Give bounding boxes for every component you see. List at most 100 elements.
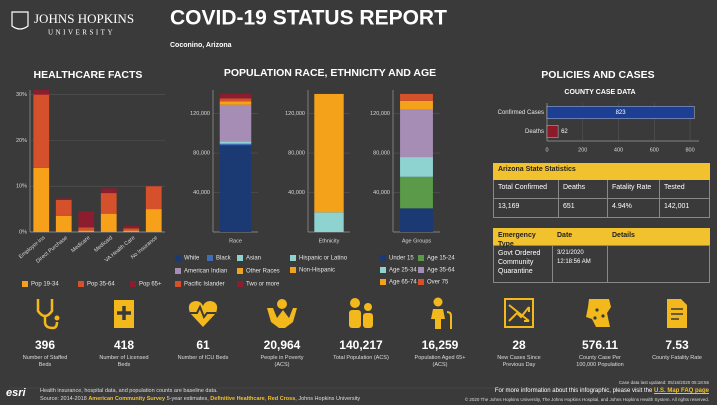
state-table: Arizona State Statistics Total Confirmed…	[493, 163, 710, 218]
stat-label: County Case Per 100,000 Population	[576, 355, 624, 368]
legend-label: Pop 35-64	[87, 282, 115, 288]
legend-swatch	[175, 268, 181, 274]
legend-label: Age 25-34	[389, 268, 417, 274]
bar-segment	[400, 176, 433, 209]
legend-swatch	[418, 279, 424, 285]
cell: Govt Ordered Community Quarantine	[493, 246, 553, 282]
stat-label: New Cases Since Previous Day	[497, 355, 541, 368]
legend-label: Asian	[246, 256, 261, 262]
y-tick-label: 120,000	[370, 111, 390, 117]
legend-swatch	[78, 281, 84, 287]
legend-label: Age 15-24	[427, 256, 455, 262]
y-tick-label: 40,000	[373, 190, 390, 196]
icon	[431, 297, 452, 329]
bar-segment	[219, 101, 252, 105]
faq-link[interactable]: U.S. Map FAQ page	[653, 388, 709, 394]
source-text: Source: 2014-2018	[40, 396, 89, 402]
source-text: , Johns Hopkins University	[295, 396, 361, 402]
footer-source: Source: 2014-2018 American Community Sur…	[40, 396, 360, 402]
icon	[349, 298, 373, 328]
legend-label: Pop 65+	[139, 282, 162, 288]
bar-segment	[400, 157, 433, 177]
source-link[interactable]: Red Cross	[267, 396, 296, 402]
x-tick-label: 200	[578, 147, 587, 153]
esri-logo: esri	[6, 387, 26, 399]
header-cell: Date	[553, 228, 608, 245]
logo-top: JOHNS HOPKINS	[34, 11, 134, 26]
logo-bottom: UNIVERSITY	[48, 29, 115, 37]
value-label: 823	[616, 110, 627, 116]
y-tick-label: 120,000	[190, 111, 210, 117]
emergency-table: Emergency Type Date Details Govt Ordered…	[493, 228, 710, 283]
y-tick-label: 120,000	[285, 111, 305, 117]
section-title: POPULATION RACE, ETHNICITY AND AGE	[224, 67, 436, 79]
x-tick-label: 800	[685, 147, 694, 153]
bar-segment	[55, 198, 72, 200]
info-text: For more information about this infograp…	[494, 388, 654, 394]
bar-segment	[33, 90, 50, 95]
icon	[36, 299, 60, 330]
stat-label: Population Aged 65+ (ACS)	[414, 355, 466, 368]
legend-swatch	[418, 267, 424, 273]
x-tick-label: 600	[650, 147, 659, 153]
legend-label: Under 15	[389, 256, 414, 262]
y-tick-label: 80,000	[373, 151, 390, 157]
stat: 576.11 County Case Per 100,000 Populatio…	[560, 296, 640, 369]
section-title: POLICIES AND CASES	[541, 69, 654, 81]
bar-segment	[219, 93, 252, 99]
y-tick-label: 80,000	[288, 151, 305, 157]
legend-swatch	[175, 281, 181, 287]
legend-label: Two or more	[246, 282, 280, 288]
legend-label: Hispanic or Latino	[299, 256, 348, 262]
stat-value: 418	[113, 338, 135, 352]
table-header: Total Confirmed Deaths Fatality Rate Tes…	[493, 180, 710, 199]
section-title: HEALTHCARE FACTS	[34, 69, 143, 81]
legend-swatch	[175, 255, 181, 261]
y-tick-label: 40,000	[288, 190, 305, 196]
bar-segment	[33, 167, 50, 232]
legend-swatch	[237, 255, 243, 261]
bar-segment	[100, 193, 117, 214]
bar-segment	[100, 213, 117, 232]
stat: 61 Number of ICU Beds	[163, 296, 243, 362]
source-link[interactable]: Definitive Healthcare	[210, 396, 265, 402]
bar-segment	[314, 212, 344, 232]
bar	[546, 125, 559, 138]
table-title: Arizona State Statistics	[493, 163, 710, 180]
legend-label: Over 75	[427, 280, 449, 286]
stat: 28 New Cases Since Previous Day	[479, 296, 559, 369]
stat: 140,217 Total Population (ACS)	[321, 296, 401, 362]
legend-swatch	[290, 267, 296, 273]
bar-segment	[78, 211, 95, 228]
stat: 7.53 County Fatality Rate	[637, 296, 717, 362]
bar-segment	[314, 93, 344, 213]
legend-label: American Indian	[184, 269, 227, 275]
icon	[504, 298, 534, 328]
legend-swatch	[418, 255, 424, 261]
legend-swatch	[207, 255, 213, 261]
stat-label: People in Poverty (ACS)	[260, 355, 304, 368]
stat-value: 61	[196, 338, 210, 352]
icon	[586, 299, 611, 327]
table-row: Govt Ordered Community Quarantine 3/21/2…	[493, 246, 710, 283]
bar-segment	[400, 93, 433, 101]
bar-segment	[123, 230, 140, 232]
y-tick-label: 10%	[16, 184, 27, 190]
bar-segment	[219, 104, 252, 142]
header-cell: Emergency Type	[493, 228, 553, 248]
bar-segment	[55, 215, 72, 232]
x-tick-label: 0	[545, 147, 548, 153]
source-link[interactable]: American Community Survey	[88, 396, 166, 402]
x-tick-label: 400	[614, 147, 623, 153]
icon	[667, 299, 687, 328]
x-tick-label: Medicare	[70, 235, 91, 254]
cell: 142,001	[660, 199, 710, 217]
stat-label: Number of ICU Beds	[177, 355, 229, 361]
legend-label: Pop 19-34	[31, 282, 59, 288]
stat-value: 20,964	[263, 338, 301, 352]
header-cell: Total Confirmed	[493, 180, 559, 198]
stat-label: County Fatality Rate	[652, 355, 702, 361]
stat-value: 16,259	[421, 338, 459, 352]
